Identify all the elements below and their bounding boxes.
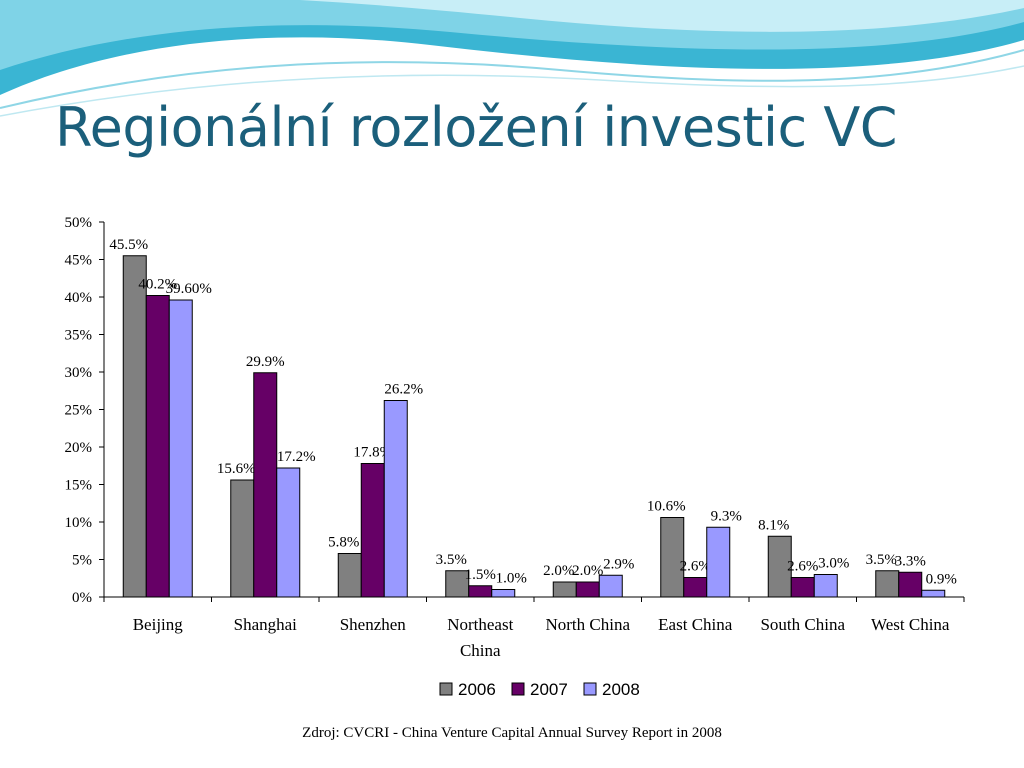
legend-label: 2006 bbox=[458, 680, 496, 699]
bar-2008 bbox=[168, 299, 193, 598]
data-label: 17.8% bbox=[353, 445, 392, 461]
y-tick-label: 5% bbox=[72, 553, 92, 569]
header-wave-decoration bbox=[0, 0, 1024, 117]
x-tick-label: Northeast bbox=[447, 615, 513, 634]
data-label: 8.1% bbox=[758, 517, 789, 533]
source-note: Zdroj: CVCRI - China Venture Capital Ann… bbox=[302, 725, 722, 741]
bar-2008 bbox=[921, 589, 946, 598]
bar-2007 bbox=[253, 372, 278, 598]
bar-2006 bbox=[767, 535, 792, 598]
x-tick-label: West China bbox=[871, 615, 950, 634]
y-tick-label: 40% bbox=[65, 290, 93, 306]
bar-2006 bbox=[230, 479, 255, 598]
y-tick-label: 50% bbox=[65, 215, 93, 231]
data-label: 45.5% bbox=[109, 237, 148, 253]
data-label: 2.0% bbox=[543, 563, 574, 579]
x-tick-label: Shenzhen bbox=[340, 615, 407, 634]
x-tick-label: Shanghai bbox=[234, 615, 298, 634]
bar-2008 bbox=[276, 467, 301, 598]
bar-2006 bbox=[875, 570, 900, 598]
data-label: 3.5% bbox=[866, 552, 897, 568]
bar-2007 bbox=[790, 577, 815, 598]
bar-2008 bbox=[813, 574, 838, 598]
bar-2008 bbox=[706, 526, 731, 598]
bar-2007 bbox=[575, 581, 600, 598]
y-tick-label: 0% bbox=[72, 590, 92, 606]
data-label: 1.5% bbox=[465, 567, 496, 583]
y-tick-label: 30% bbox=[65, 365, 93, 381]
data-label: 2.6% bbox=[787, 559, 818, 575]
x-tick-label: East China bbox=[658, 615, 733, 634]
data-label: 10.6% bbox=[647, 499, 686, 515]
x-tick-label: South China bbox=[760, 615, 845, 634]
data-label: 2.6% bbox=[680, 559, 711, 575]
legend-swatch-2008 bbox=[583, 682, 597, 696]
bar-2007 bbox=[360, 463, 385, 598]
data-label: 15.6% bbox=[217, 461, 256, 477]
bar-2007 bbox=[145, 295, 170, 598]
legend-swatch-2007 bbox=[511, 682, 525, 696]
data-label: 29.9% bbox=[246, 354, 285, 370]
bar-2006 bbox=[552, 581, 577, 598]
data-label: 3.5% bbox=[436, 552, 467, 568]
x-tick-label: North China bbox=[545, 615, 630, 634]
chart-panel: 0% 5% 10% 15% 20% 25% 30% 35% 40% 45% 50% 45.5% 40.2… bbox=[48, 192, 992, 720]
bar-2006 bbox=[660, 517, 685, 598]
data-label: 5.8% bbox=[328, 535, 359, 551]
data-label: 39.60% bbox=[166, 281, 212, 297]
bar-2008 bbox=[491, 589, 516, 598]
y-tick-label: 45% bbox=[65, 253, 93, 269]
data-label: 3.3% bbox=[895, 553, 926, 569]
bar-2007 bbox=[683, 577, 708, 598]
legend-label: 2007 bbox=[530, 680, 568, 699]
bar-2007 bbox=[468, 585, 493, 598]
x-tick-label: Beijing bbox=[133, 615, 184, 634]
data-label: 17.2% bbox=[277, 449, 316, 465]
x-tick-label: China bbox=[460, 641, 501, 660]
y-tick-label: 15% bbox=[65, 478, 93, 494]
y-tick-label: 10% bbox=[65, 515, 93, 531]
data-label: 1.0% bbox=[496, 571, 527, 587]
data-label: 0.9% bbox=[926, 571, 957, 587]
data-label: 9.3% bbox=[711, 508, 742, 524]
data-label: 2.0% bbox=[572, 563, 603, 579]
y-tick-label: 25% bbox=[65, 403, 93, 419]
data-label: 40.2% bbox=[138, 277, 177, 293]
legend-label: 2008 bbox=[602, 680, 640, 699]
data-label: 2.9% bbox=[603, 556, 634, 572]
bar-2008 bbox=[598, 574, 623, 598]
bar-2006 bbox=[445, 570, 470, 598]
data-label: 26.2% bbox=[384, 382, 423, 398]
slide-title: Regionální rozložení investic VC bbox=[55, 96, 897, 159]
bar-2006 bbox=[122, 255, 147, 598]
bar-2006 bbox=[337, 553, 362, 598]
bar-2008 bbox=[383, 400, 408, 598]
y-tick-label: 35% bbox=[65, 328, 93, 344]
bar-2007 bbox=[898, 571, 923, 598]
data-label: 3.0% bbox=[818, 556, 849, 572]
legend-swatch-2006 bbox=[439, 682, 453, 696]
bar-chart: 0% 5% 10% 15% 20% 25% 30% 35% 40% 45% 50% 45.5% 40.2… bbox=[65, 215, 965, 699]
y-tick-label: 20% bbox=[65, 440, 93, 456]
